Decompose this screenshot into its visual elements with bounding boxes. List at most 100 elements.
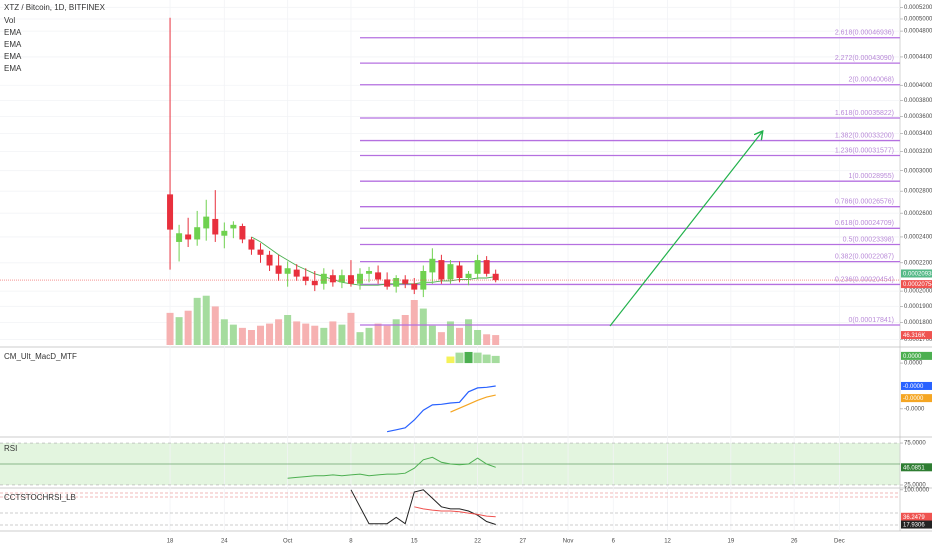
stoch-d-line (414, 506, 496, 518)
candle-body (347, 275, 354, 284)
fib-label: 0(0.00017841) (848, 317, 894, 324)
y-tick-label: 100.0000 (904, 487, 930, 493)
volume-bar (211, 306, 219, 345)
volume-bar (410, 300, 418, 345)
trend-arrow (609, 132, 762, 327)
volume-bar (374, 323, 382, 345)
rsi-tag-bg (901, 463, 932, 472)
fib-label: 1.618(0.00035822) (835, 110, 894, 117)
fib-label: 0.5(0.00023398) (843, 236, 894, 243)
volume-bar (383, 325, 391, 345)
candle-body (302, 276, 309, 281)
candle-body (293, 269, 300, 277)
stoch-k-line (350, 489, 496, 525)
legend-item: EMA (4, 28, 22, 37)
price-tag: 0.00020938 (903, 272, 932, 278)
legend-item: EMA (4, 52, 22, 61)
x-tick-label: Dec (834, 539, 845, 545)
volume-bar (238, 327, 246, 345)
candle-body (266, 254, 273, 266)
fib-label: 2(0.00040068) (848, 77, 894, 84)
x-tick-label: 26 (791, 539, 798, 545)
volume-bar (437, 332, 445, 345)
candle-body (420, 271, 427, 290)
candle-body (212, 218, 219, 235)
x-tick-label: 22 (474, 539, 481, 545)
candle-body (311, 280, 318, 286)
price-tag-bg (901, 269, 932, 278)
candle-body (203, 216, 210, 229)
histogram-tag-bg (901, 351, 932, 360)
candle-body (275, 265, 282, 274)
volume-bar (275, 319, 283, 345)
candle-body (284, 268, 291, 274)
volume-bar (184, 310, 192, 345)
volume-bar (428, 325, 436, 345)
x-tick-label: 12 (664, 539, 671, 545)
volume-bar (175, 317, 183, 345)
signal-line (450, 394, 496, 413)
x-tick-label: Oct (283, 539, 293, 545)
candle-body (167, 194, 174, 230)
candle-body (194, 227, 201, 240)
candle-body (221, 230, 228, 236)
volume-bar (492, 335, 500, 345)
stoch-k-tag-bg (901, 520, 932, 529)
candle-body (447, 264, 454, 280)
y-tick-label: 25.0000 (904, 483, 926, 489)
volume-bar (166, 312, 174, 345)
candle-body (185, 234, 192, 240)
candle-body (492, 273, 499, 281)
legend-item: EMA (4, 40, 22, 49)
volume-bar (474, 330, 482, 345)
stoch-k-tag: 17.9306 (903, 523, 925, 529)
histogram-bar (491, 355, 500, 364)
macd-tag: -0.0000 (903, 384, 924, 390)
candle-body (393, 278, 400, 287)
candle-body (429, 258, 436, 273)
legend-item: Vol (4, 16, 15, 25)
volume-bar (465, 319, 473, 345)
rsi-tag: 46.0851 (903, 465, 925, 471)
volume-bar (365, 327, 373, 345)
histogram-bar (464, 351, 473, 364)
price-tag-bg (901, 280, 932, 289)
legend-item: EMA (4, 64, 22, 73)
y-tick-label: -0.0000 (904, 406, 925, 412)
price-axis (900, 0, 932, 531)
candle-body (384, 279, 391, 287)
candle-body (257, 249, 264, 255)
volume-bar (329, 321, 337, 345)
x-tick-label: Nov (563, 539, 574, 545)
fib-label: 0.382(0.00022087) (835, 253, 894, 260)
x-tick-label: 19 (728, 539, 735, 545)
candle-body (366, 271, 373, 274)
histogram-bar (446, 356, 455, 364)
x-tick-label: 6 (612, 539, 616, 545)
volume-bar (320, 327, 328, 345)
x-tick-label: 27 (519, 539, 526, 545)
histogram-bar (473, 352, 482, 364)
stoch-d-tag-bg (901, 512, 932, 521)
fib-label: 1.382(0.00033200) (835, 132, 894, 139)
candle-body (438, 260, 445, 280)
macd-line (386, 385, 496, 433)
chart-title: XTZ / Bitcoin, 1D, BITFINEX (4, 3, 106, 12)
y-tick-label: 75.0000 (904, 441, 926, 447)
fib-label: 0.786(0.00026576) (835, 199, 894, 206)
candle-body (483, 260, 490, 274)
volume-bar (419, 308, 427, 345)
candle-body (338, 275, 345, 283)
histogram-tag: 0.0000 (903, 354, 922, 360)
volume-bar (257, 325, 265, 345)
